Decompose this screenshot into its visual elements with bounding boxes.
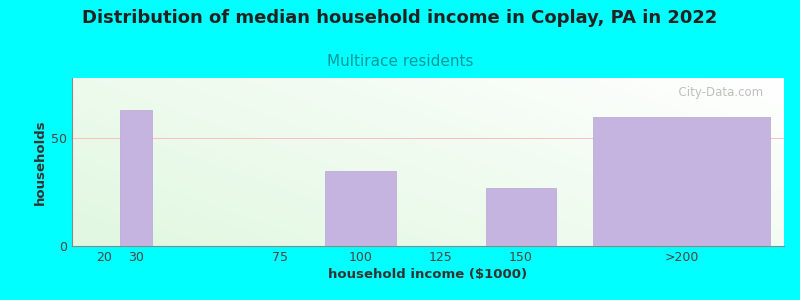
- Text: Multirace residents: Multirace residents: [326, 54, 474, 69]
- Bar: [593, 117, 770, 246]
- Text: City-Data.com: City-Data.com: [670, 86, 762, 99]
- Bar: [486, 188, 556, 246]
- Bar: [326, 171, 396, 246]
- Text: Distribution of median household income in Coplay, PA in 2022: Distribution of median household income …: [82, 9, 718, 27]
- Y-axis label: households: households: [34, 119, 47, 205]
- Bar: [120, 110, 152, 246]
- X-axis label: household income ($1000): household income ($1000): [329, 268, 527, 281]
